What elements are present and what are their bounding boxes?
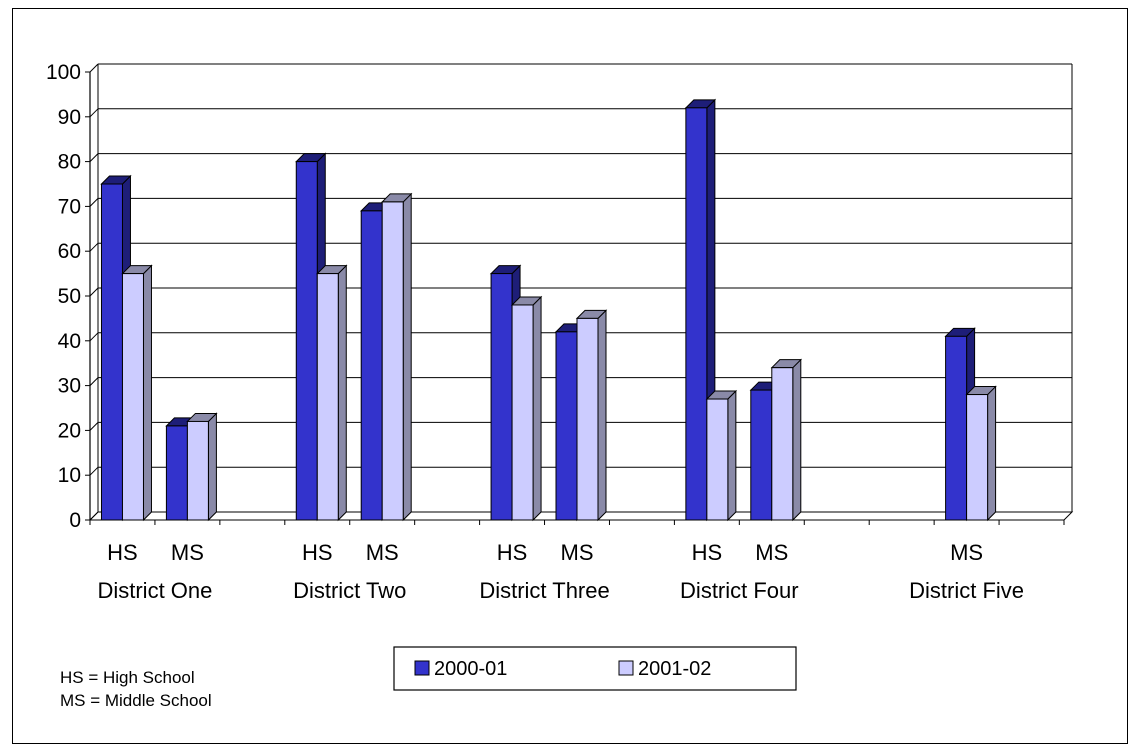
- bar-3-0-series-2-side: [727, 389, 737, 522]
- gridline-depth-6: [89, 242, 99, 252]
- district-label-2: District Three: [479, 578, 609, 603]
- y-tick-label-8: 80: [58, 151, 81, 174]
- bar-4-0-series-2-front: [966, 394, 989, 521]
- bar-1-0-series-2-front: [316, 273, 339, 521]
- axis-layer: [85, 64, 1074, 525]
- legend: 2000-01 2001-02: [393, 646, 797, 691]
- bar-0-0-series-1-front: [100, 183, 123, 521]
- y-tick-label-7: 70: [58, 195, 81, 218]
- bar-2-1-series-1-front: [555, 331, 578, 521]
- bar-1-0-series-2: [316, 264, 348, 522]
- legend-swatch-series-1: [414, 660, 430, 676]
- bar-4-0-series-1-front: [945, 335, 968, 521]
- gridline-depth-2: [89, 422, 99, 431]
- bar-3-1-series-1-front: [750, 389, 773, 521]
- label-layer: 0 10 20 30 40 50 60 70 80 90 100 HS MS District One HS…: [46, 61, 1024, 603]
- legend-box: [393, 646, 797, 691]
- bar-2-1-series-2-front: [576, 317, 599, 521]
- gridline-depth-7: [89, 198, 99, 207]
- gridline-depth-5: [89, 287, 99, 297]
- bar-layer: [100, 98, 997, 522]
- bar-2-1-series-2: [575, 309, 608, 522]
- gridline-depth-10: [89, 63, 99, 73]
- note-hs: HS = High School: [60, 668, 195, 687]
- bar-2-0-series-2-side: [532, 295, 542, 522]
- y-tick-label-10: 100: [46, 61, 81, 84]
- bar-2-1-series-2-side: [597, 309, 607, 522]
- district-label-4: District Five: [909, 578, 1024, 603]
- district-label-1: District Two: [293, 578, 406, 603]
- x-label-1-1: MS: [366, 540, 399, 565]
- x-label-0-0: HS: [107, 540, 138, 565]
- bar-0-0-series-2: [121, 264, 153, 522]
- bar-1-0-series-2-side: [337, 264, 347, 522]
- bar-3-1-series-2-front: [771, 367, 794, 521]
- bar-3-1-series-2: [770, 358, 803, 522]
- bar-2-0-series-2-front: [511, 304, 534, 521]
- bar-1-1-series-1-front: [360, 210, 383, 521]
- bar-3-1-series-2-side: [792, 358, 802, 522]
- gridline-depth-8: [89, 153, 99, 162]
- bar-1-1-series-2-side: [402, 192, 412, 522]
- bar-4-0-series-2-side: [987, 385, 997, 522]
- y-tick-label-9: 90: [58, 106, 81, 129]
- district-label-3: District Four: [680, 578, 799, 603]
- y-tick-label-3: 30: [58, 375, 81, 398]
- bar-0-1-series-2-side: [207, 412, 217, 522]
- x-label-2-0: HS: [497, 540, 528, 565]
- y-tick-label-6: 60: [58, 240, 81, 263]
- abbreviation-notes: HS = High School MS = Middle School: [60, 668, 212, 710]
- x-label-0-1: MS: [171, 540, 204, 565]
- y-tick-label-2: 20: [58, 419, 81, 442]
- x-label-4-0: MS: [950, 540, 983, 565]
- bar-3-0-series-2: [705, 389, 738, 522]
- bar-2-0-series-1-front: [490, 273, 513, 521]
- y-tick-label-1: 10: [58, 464, 81, 487]
- gridline-depth-3: [89, 377, 99, 386]
- x-label-1-0: HS: [302, 540, 333, 565]
- y-tick-label-0: 0: [69, 509, 81, 532]
- bar-0-0-series-2-front: [121, 273, 144, 521]
- y-tick-label-4: 40: [58, 330, 81, 353]
- bar-0-1-series-1-front: [165, 425, 188, 521]
- bar-4-0-series-2: [965, 385, 997, 522]
- legend-swatch-series-2: [618, 660, 634, 676]
- bar-2-0-series-2: [510, 295, 543, 522]
- x-label-3-1: MS: [755, 540, 788, 565]
- bar-3-0-series-2-front: [706, 398, 729, 521]
- bar-1-0-series-1-front: [295, 161, 318, 521]
- gridline-depth-1: [89, 466, 99, 476]
- gridline-depth-9: [89, 108, 99, 118]
- bar-0-1-series-2: [186, 412, 218, 522]
- y-tick-label-5: 50: [58, 285, 81, 308]
- x-label-3-0: HS: [692, 540, 723, 565]
- legend-label-series-1: 2000-01: [434, 658, 507, 680]
- bar-1-1-series-2-front: [381, 201, 404, 521]
- district-label-0: District One: [97, 578, 212, 603]
- gridline-depth-4: [89, 332, 99, 342]
- legend-label-series-2: 2001-02: [638, 658, 711, 680]
- x-label-2-1: MS: [561, 540, 594, 565]
- bar-1-1-series-2: [380, 192, 413, 522]
- bar-0-0-series-2-side: [142, 264, 152, 522]
- bar-3-0-series-1-front: [685, 107, 708, 521]
- note-ms: MS = Middle School: [60, 691, 212, 710]
- bar-0-1-series-2-front: [186, 420, 209, 521]
